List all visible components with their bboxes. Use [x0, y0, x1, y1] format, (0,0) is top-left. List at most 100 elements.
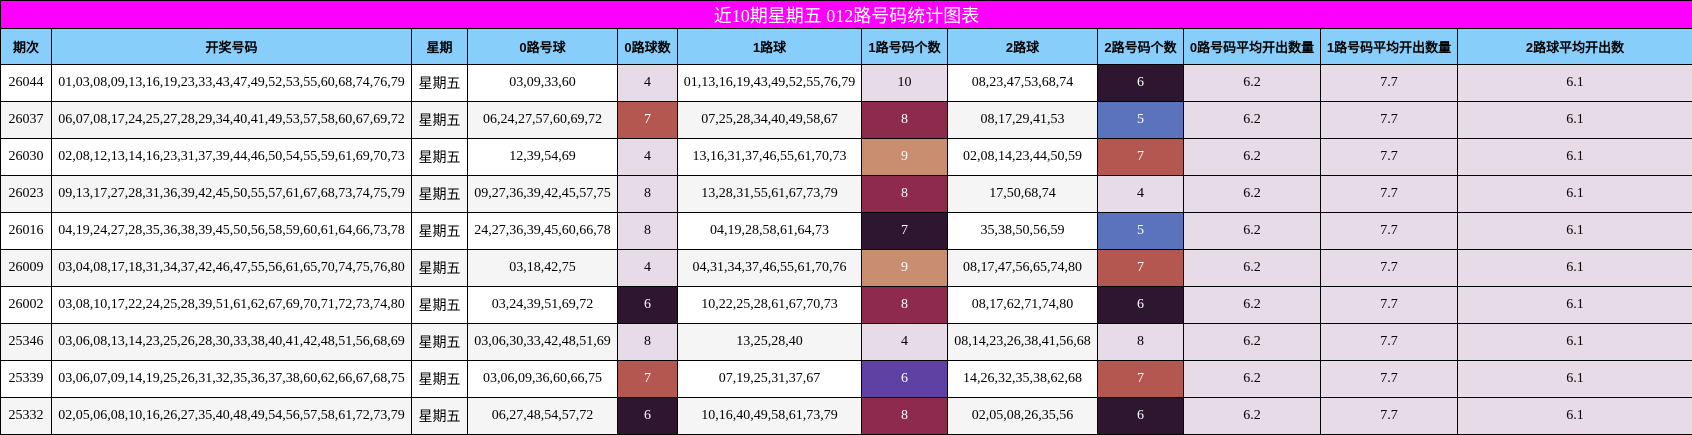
cell-avg0: 6.2: [1184, 213, 1321, 250]
cell-avg0: 6.2: [1184, 398, 1321, 435]
cell-avg0: 6.2: [1184, 139, 1321, 176]
cell-avg2: 6.1: [1458, 65, 1692, 102]
cell-period: 26002: [1, 287, 52, 324]
cell-numbers: 03,06,08,13,14,23,25,26,28,30,33,38,40,4…: [52, 324, 412, 361]
cell-avg2: 6.1: [1458, 139, 1692, 176]
cell-avg1: 7.7: [1321, 213, 1458, 250]
cell-road0: 12,39,54,69: [468, 139, 618, 176]
cell-weekday: 星期五: [412, 213, 468, 250]
cell-avg1: 7.7: [1321, 287, 1458, 324]
cell-road2-count: 6: [1098, 65, 1184, 102]
cell-weekday: 星期五: [412, 250, 468, 287]
cell-period: 25332: [1, 398, 52, 435]
cell-avg1: 7.7: [1321, 65, 1458, 102]
cell-road1: 10,16,40,49,58,61,73,79: [678, 398, 862, 435]
cell-weekday: 星期五: [412, 176, 468, 213]
cell-road0-count: 4: [618, 139, 678, 176]
header-avg2: 2路球平均开出数: [1458, 29, 1692, 65]
cell-period: 26023: [1, 176, 52, 213]
cell-avg0: 6.2: [1184, 250, 1321, 287]
header-avg0: 0路号码平均开出数量: [1184, 29, 1321, 65]
cell-road1: 10,22,25,28,61,67,70,73: [678, 287, 862, 324]
cell-road0: 03,06,30,33,42,48,51,69: [468, 324, 618, 361]
cell-avg0: 6.2: [1184, 102, 1321, 139]
cell-avg2: 6.1: [1458, 213, 1692, 250]
header-weekday: 星期: [412, 29, 468, 65]
cell-road0-count: 8: [618, 324, 678, 361]
cell-road1-count: 8: [862, 287, 948, 324]
cell-road0: 03,24,39,51,69,72: [468, 287, 618, 324]
cell-numbers: 02,08,12,13,14,16,23,31,37,39,44,46,50,5…: [52, 139, 412, 176]
cell-road0-count: 4: [618, 65, 678, 102]
cell-weekday: 星期五: [412, 102, 468, 139]
cell-road1-count: 8: [862, 102, 948, 139]
cell-road2-count: 6: [1098, 398, 1184, 435]
cell-period: 25339: [1, 361, 52, 398]
header-numbers: 开奖号码: [52, 29, 412, 65]
cell-road1: 04,19,28,58,61,64,73: [678, 213, 862, 250]
cell-avg1: 7.7: [1321, 361, 1458, 398]
cell-avg2: 6.1: [1458, 398, 1692, 435]
cell-avg1: 7.7: [1321, 102, 1458, 139]
cell-road2: 17,50,68,74: [948, 176, 1098, 213]
cell-road2: 08,17,62,71,74,80: [948, 287, 1098, 324]
cell-road2-count: 4: [1098, 176, 1184, 213]
cell-road0: 03,09,33,60: [468, 65, 618, 102]
cell-period: 25346: [1, 324, 52, 361]
cell-road2-count: 7: [1098, 250, 1184, 287]
cell-avg2: 6.1: [1458, 287, 1692, 324]
cell-avg0: 6.2: [1184, 176, 1321, 213]
cell-road2-count: 5: [1098, 213, 1184, 250]
cell-numbers: 09,13,17,27,28,31,36,39,42,45,50,55,57,6…: [52, 176, 412, 213]
header-road1-count: 1路号码个数: [862, 29, 948, 65]
header-road0: 0路号球: [468, 29, 618, 65]
cell-avg1: 7.7: [1321, 250, 1458, 287]
cell-avg1: 7.7: [1321, 176, 1458, 213]
title-row: 近10期星期五 012路号码统计图表: [1, 1, 1692, 29]
cell-road2: 08,23,47,53,68,74: [948, 65, 1098, 102]
cell-avg0: 6.2: [1184, 65, 1321, 102]
cell-avg2: 6.1: [1458, 250, 1692, 287]
cell-road2-count: 5: [1098, 102, 1184, 139]
cell-road1-count: 9: [862, 250, 948, 287]
cell-road2-count: 6: [1098, 287, 1184, 324]
cell-road2: 08,17,29,41,53: [948, 102, 1098, 139]
cell-avg2: 6.1: [1458, 102, 1692, 139]
cell-period: 26016: [1, 213, 52, 250]
table-title: 近10期星期五 012路号码统计图表: [1, 1, 1692, 29]
cell-road0-count: 6: [618, 287, 678, 324]
cell-road0-count: 8: [618, 176, 678, 213]
cell-road1-count: 9: [862, 139, 948, 176]
cell-road2: 35,38,50,56,59: [948, 213, 1098, 250]
cell-avg2: 6.1: [1458, 361, 1692, 398]
cell-weekday: 星期五: [412, 398, 468, 435]
cell-road0: 06,24,27,57,60,69,72: [468, 102, 618, 139]
cell-road0-count: 4: [618, 250, 678, 287]
cell-avg1: 7.7: [1321, 324, 1458, 361]
cell-avg0: 6.2: [1184, 287, 1321, 324]
header-row: 期次 开奖号码 星期 0路号球 0路球数 1路球 1路号码个数 2路球 2路号码…: [1, 29, 1692, 65]
cell-road1: 07,25,28,34,40,49,58,67: [678, 102, 862, 139]
cell-road2: 08,14,23,26,38,41,56,68: [948, 324, 1098, 361]
header-avg1: 1路号码平均开出数量: [1321, 29, 1458, 65]
cell-road1-count: 7: [862, 213, 948, 250]
cell-road2: 02,05,08,26,35,56: [948, 398, 1098, 435]
cell-numbers: 01,03,08,09,13,16,19,23,33,43,47,49,52,5…: [52, 65, 412, 102]
cell-road2-count: 8: [1098, 324, 1184, 361]
cell-numbers: 02,05,06,08,10,16,26,27,35,40,48,49,54,5…: [52, 398, 412, 435]
cell-period: 26044: [1, 65, 52, 102]
cell-avg0: 6.2: [1184, 361, 1321, 398]
cell-road1: 04,31,34,37,46,55,61,70,76: [678, 250, 862, 287]
cell-road1-count: 8: [862, 176, 948, 213]
header-road2: 2路球: [948, 29, 1098, 65]
cell-avg2: 6.1: [1458, 324, 1692, 361]
